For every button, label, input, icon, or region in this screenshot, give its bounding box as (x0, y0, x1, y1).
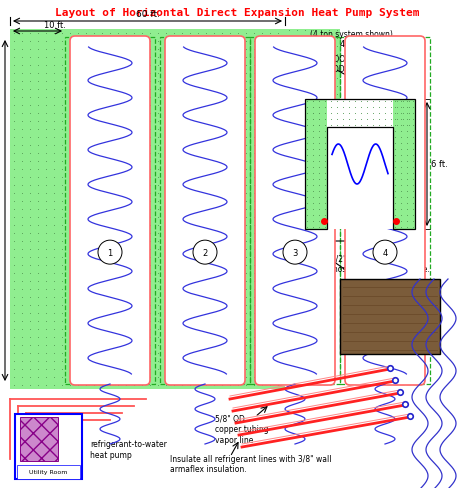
Bar (393, 100, 415, 229)
Text: 4: 4 (383, 248, 388, 257)
Text: 3/8" OD
copper tubing
liquid line: 3/8" OD copper tubing liquid line (355, 354, 409, 384)
Text: (4 ton system shown): (4 ton system shown) (310, 30, 393, 39)
Bar (327, 100, 393, 229)
Text: 4 ft.: 4 ft. (352, 244, 368, 253)
FancyBboxPatch shape (70, 37, 150, 385)
Text: 10 ft.: 10 ft. (44, 21, 66, 30)
Text: 6 ft.: 6 ft. (431, 160, 448, 169)
FancyBboxPatch shape (165, 37, 245, 385)
Text: 60 ft.: 60 ft. (136, 10, 160, 19)
Bar (340, 280, 440, 354)
Bar (340, 38, 430, 384)
Bar (15, 414, 82, 479)
Text: Utility Room: Utility Room (29, 469, 68, 474)
Bar (160, 38, 250, 384)
Bar (10, 30, 285, 389)
Text: 2: 2 (202, 248, 208, 257)
Circle shape (373, 241, 397, 264)
Circle shape (98, 241, 122, 264)
Text: Install 1/2" plastic perforated
soaker hose 2 to 4' below grade.: Install 1/2" plastic perforated soaker h… (305, 254, 430, 274)
FancyBboxPatch shape (255, 37, 335, 385)
Circle shape (283, 241, 307, 264)
Text: refrigerant-to-water
heat pump: refrigerant-to-water heat pump (90, 439, 167, 459)
Bar (20, 417, 58, 461)
Bar (305, 100, 327, 229)
Text: Excavated trenches minimum
4' wide x 6' deep.: Excavated trenches minimum 4' wide x 6' … (305, 105, 419, 124)
Text: 5/8" OD
copper tubing
vapor line: 5/8" OD copper tubing vapor line (215, 414, 269, 444)
Bar (17, 465, 80, 479)
Polygon shape (305, 100, 415, 128)
Text: Insulate all refrigerant lines with 3/8" wall
armaflex insulation.: Insulate all refrigerant lines with 3/8"… (170, 454, 331, 473)
Bar (250, 38, 340, 384)
Text: 175 ft.: 175 ft. (0, 198, 3, 224)
Text: 3: 3 (292, 248, 298, 257)
Text: 4 ft.→: 4 ft.→ (340, 41, 364, 49)
FancyBboxPatch shape (345, 37, 425, 385)
Bar (65, 38, 155, 384)
Circle shape (193, 241, 217, 264)
Text: 1: 1 (108, 248, 113, 257)
Text: Layout of Horizontal Direct Expansion Heat Pump System: Layout of Horizontal Direct Expansion He… (55, 8, 419, 18)
Text: Each "LOOP" consists  of  350'
of 5/8" OD  soft copper tubing.: Each "LOOP" consists of 350' of 5/8" OD … (305, 55, 422, 74)
Bar (285, 30, 340, 155)
